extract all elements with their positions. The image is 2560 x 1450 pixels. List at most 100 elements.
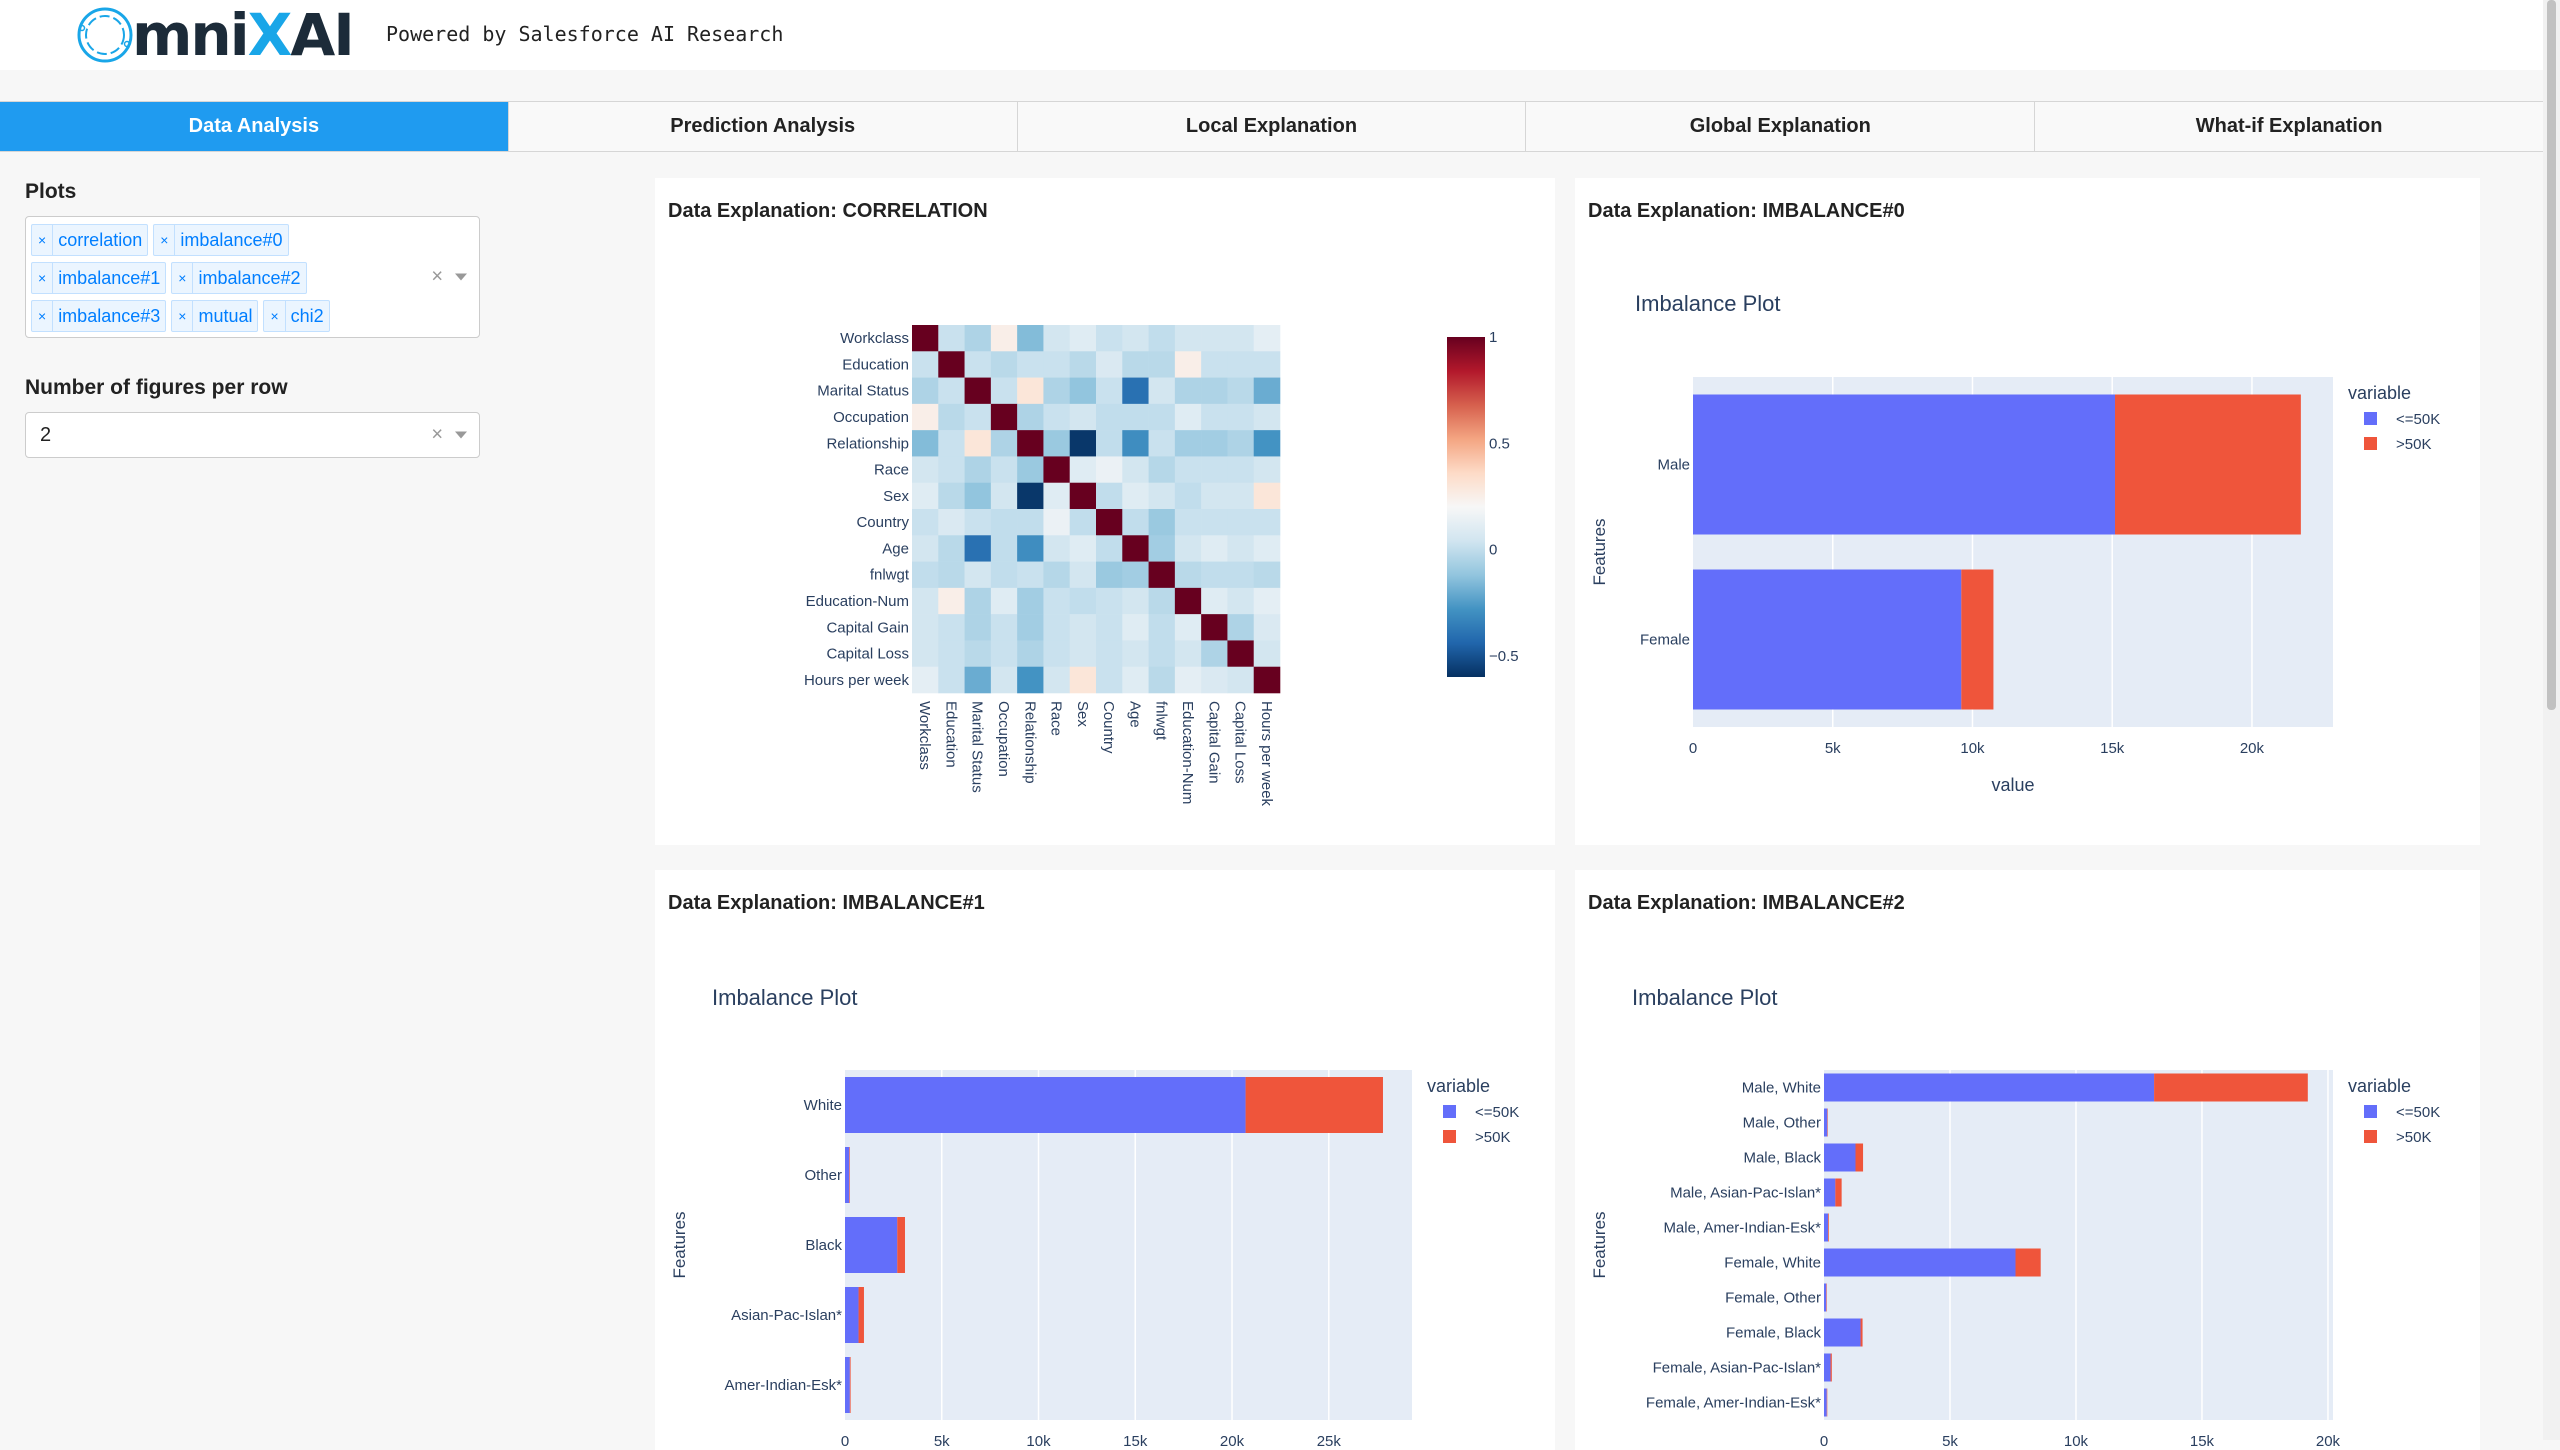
figures-per-row-label: Number of figures per row: [25, 376, 288, 399]
colorbar-tick-label: 0: [1489, 542, 1497, 559]
heatmap-cell: [990, 587, 1018, 615]
remove-chip-icon[interactable]: ×: [32, 225, 54, 255]
bar-lte50k: [1824, 1108, 1828, 1137]
heatmap-cell: [1174, 561, 1202, 589]
clear-icon[interactable]: ×: [431, 423, 443, 446]
bar-lte50k: [1824, 1143, 1856, 1172]
y-tick-label: Other: [804, 1167, 842, 1184]
y-tick-label: Asian-Pac-Islan*: [731, 1307, 842, 1324]
x-tick-label: 0: [1820, 1433, 1828, 1450]
heatmap-cell: [1122, 614, 1149, 641]
y-axis-title: Features: [1590, 518, 1609, 585]
legend-label: <=50K: [1475, 1104, 1519, 1121]
y-tick-label: Male, Asian-Pac-Islan*: [1670, 1185, 1821, 1202]
heatmap-cell: [1069, 456, 1097, 484]
y-tick-label: Occupation: [833, 409, 909, 426]
y-tick-label: Female, Asian-Pac-Islan*: [1653, 1360, 1822, 1377]
bar-gt50k: [1828, 1213, 1829, 1242]
heatmap-cell: [1122, 482, 1149, 510]
heatmap-cell: [1201, 614, 1228, 641]
heatmap-cell: [990, 325, 1018, 352]
heatmap-cell: [1017, 351, 1044, 378]
plot-chip: × chi2: [263, 300, 330, 332]
legend-swatch: [2364, 1105, 2377, 1118]
tab-global-explanation[interactable]: Global Explanation: [1525, 102, 2034, 151]
main-tabs: Data Analysis Prediction Analysis Local …: [0, 101, 2543, 152]
heatmap-cell: [1122, 430, 1149, 457]
figures-per-row-select[interactable]: 2 ×: [25, 412, 480, 458]
plot-chip: × imbalance#2: [171, 262, 307, 294]
heatmap-cell: [1174, 482, 1202, 510]
heatmap-cell: [1096, 430, 1123, 457]
heatmap-cell: [1148, 614, 1176, 641]
tab-data-analysis[interactable]: Data Analysis: [0, 102, 508, 151]
colorbar-tick-label: 0.5: [1489, 435, 1510, 452]
heatmap-cell: [1043, 614, 1071, 641]
bar-gt50k: [897, 1217, 905, 1273]
bar-lte50k: [1824, 1248, 2016, 1277]
y-axis-title: Features: [670, 1211, 689, 1278]
heatmap-cell: [938, 666, 965, 694]
heatmap-cell: [1043, 535, 1071, 562]
remove-chip-icon[interactable]: ×: [172, 301, 194, 331]
heatmap-cell: [1069, 614, 1097, 641]
heatmap-cell: [1122, 535, 1149, 562]
bar-lte50k: [845, 1077, 1246, 1133]
y-tick-label: Male, White: [1742, 1080, 1821, 1097]
remove-chip-icon[interactable]: ×: [172, 263, 194, 293]
page-scrollbar[interactable]: [2543, 0, 2560, 1440]
tab-whatif-explanation[interactable]: What-if Explanation: [2034, 102, 2543, 151]
heatmap-cell: [938, 377, 965, 405]
heatmap-cell: [1069, 403, 1097, 431]
plots-multiselect[interactable]: × correlation × imbalance#0 × imbalance#1 × imb…: [25, 216, 480, 338]
heatmap-cell: [1227, 403, 1255, 431]
plot-chip: × correlation: [31, 224, 149, 256]
y-tick-label: Male, Black: [1743, 1150, 1821, 1167]
y-tick-label: Male, Other: [1743, 1115, 1821, 1132]
tab-prediction-analysis[interactable]: Prediction Analysis: [507, 102, 1017, 151]
heatmap-cell: [912, 456, 939, 484]
heatmap-cell: [1201, 403, 1228, 431]
heatmap-cell: [1017, 640, 1044, 668]
scrollbar-thumb[interactable]: [2547, 0, 2556, 710]
heatmap-cell: [1069, 482, 1097, 510]
y-tick-label: Relationship: [826, 435, 909, 452]
x-tick-label: Capital Gain: [1205, 701, 1222, 784]
card-title: Data Explanation: IMBALANCE#1: [668, 892, 985, 914]
heatmap-cell: [1043, 430, 1071, 457]
heatmap-cell: [1227, 640, 1255, 668]
tab-local-explanation[interactable]: Local Explanation: [1016, 102, 1526, 151]
remove-chip-icon[interactable]: ×: [32, 263, 54, 293]
imbalance-0-chart: Imbalance Plot 0 5k 10k 15k 20k Male Female Feat…: [1590, 291, 2440, 795]
heatmap-cell: [990, 640, 1018, 668]
remove-chip-icon[interactable]: ×: [264, 301, 286, 331]
heatmap-cell: [1227, 482, 1255, 510]
remove-chip-icon[interactable]: ×: [154, 225, 176, 255]
chevron-down-icon[interactable]: [455, 431, 467, 439]
bar-gt50k: [858, 1287, 864, 1343]
heatmap-cell: [1148, 482, 1176, 510]
heatmap-cell: [1096, 640, 1123, 668]
heatmap-cell: [1253, 640, 1281, 668]
heatmap-cell: [1069, 509, 1097, 536]
heatmap-cell: [1227, 325, 1255, 352]
heatmap-cell: [1148, 351, 1176, 378]
card-title: Data Explanation: IMBALANCE#2: [1588, 892, 1905, 914]
heatmap-cell: [964, 587, 992, 615]
heatmap-cell: [1043, 403, 1071, 431]
x-tick-label: 20k: [2240, 740, 2265, 757]
heatmap-cell: [1174, 325, 1202, 352]
remove-chip-icon[interactable]: ×: [32, 301, 54, 331]
x-tick-label: 5k: [1825, 740, 1841, 757]
chevron-down-icon[interactable]: [455, 273, 467, 281]
clear-icon[interactable]: ×: [431, 265, 443, 288]
heatmap-cell: [1122, 666, 1149, 694]
heatmap-cell: [1227, 587, 1255, 615]
bar-lte50k: [1824, 1388, 1827, 1417]
heatmap-cell: [1148, 535, 1176, 562]
heatmap-cell: [1253, 614, 1281, 641]
heatmap-cell: [1043, 587, 1071, 615]
heatmap-cell: [1043, 640, 1071, 668]
bar-gt50k: [1826, 1283, 1827, 1312]
heatmap-cell: [1201, 325, 1228, 352]
